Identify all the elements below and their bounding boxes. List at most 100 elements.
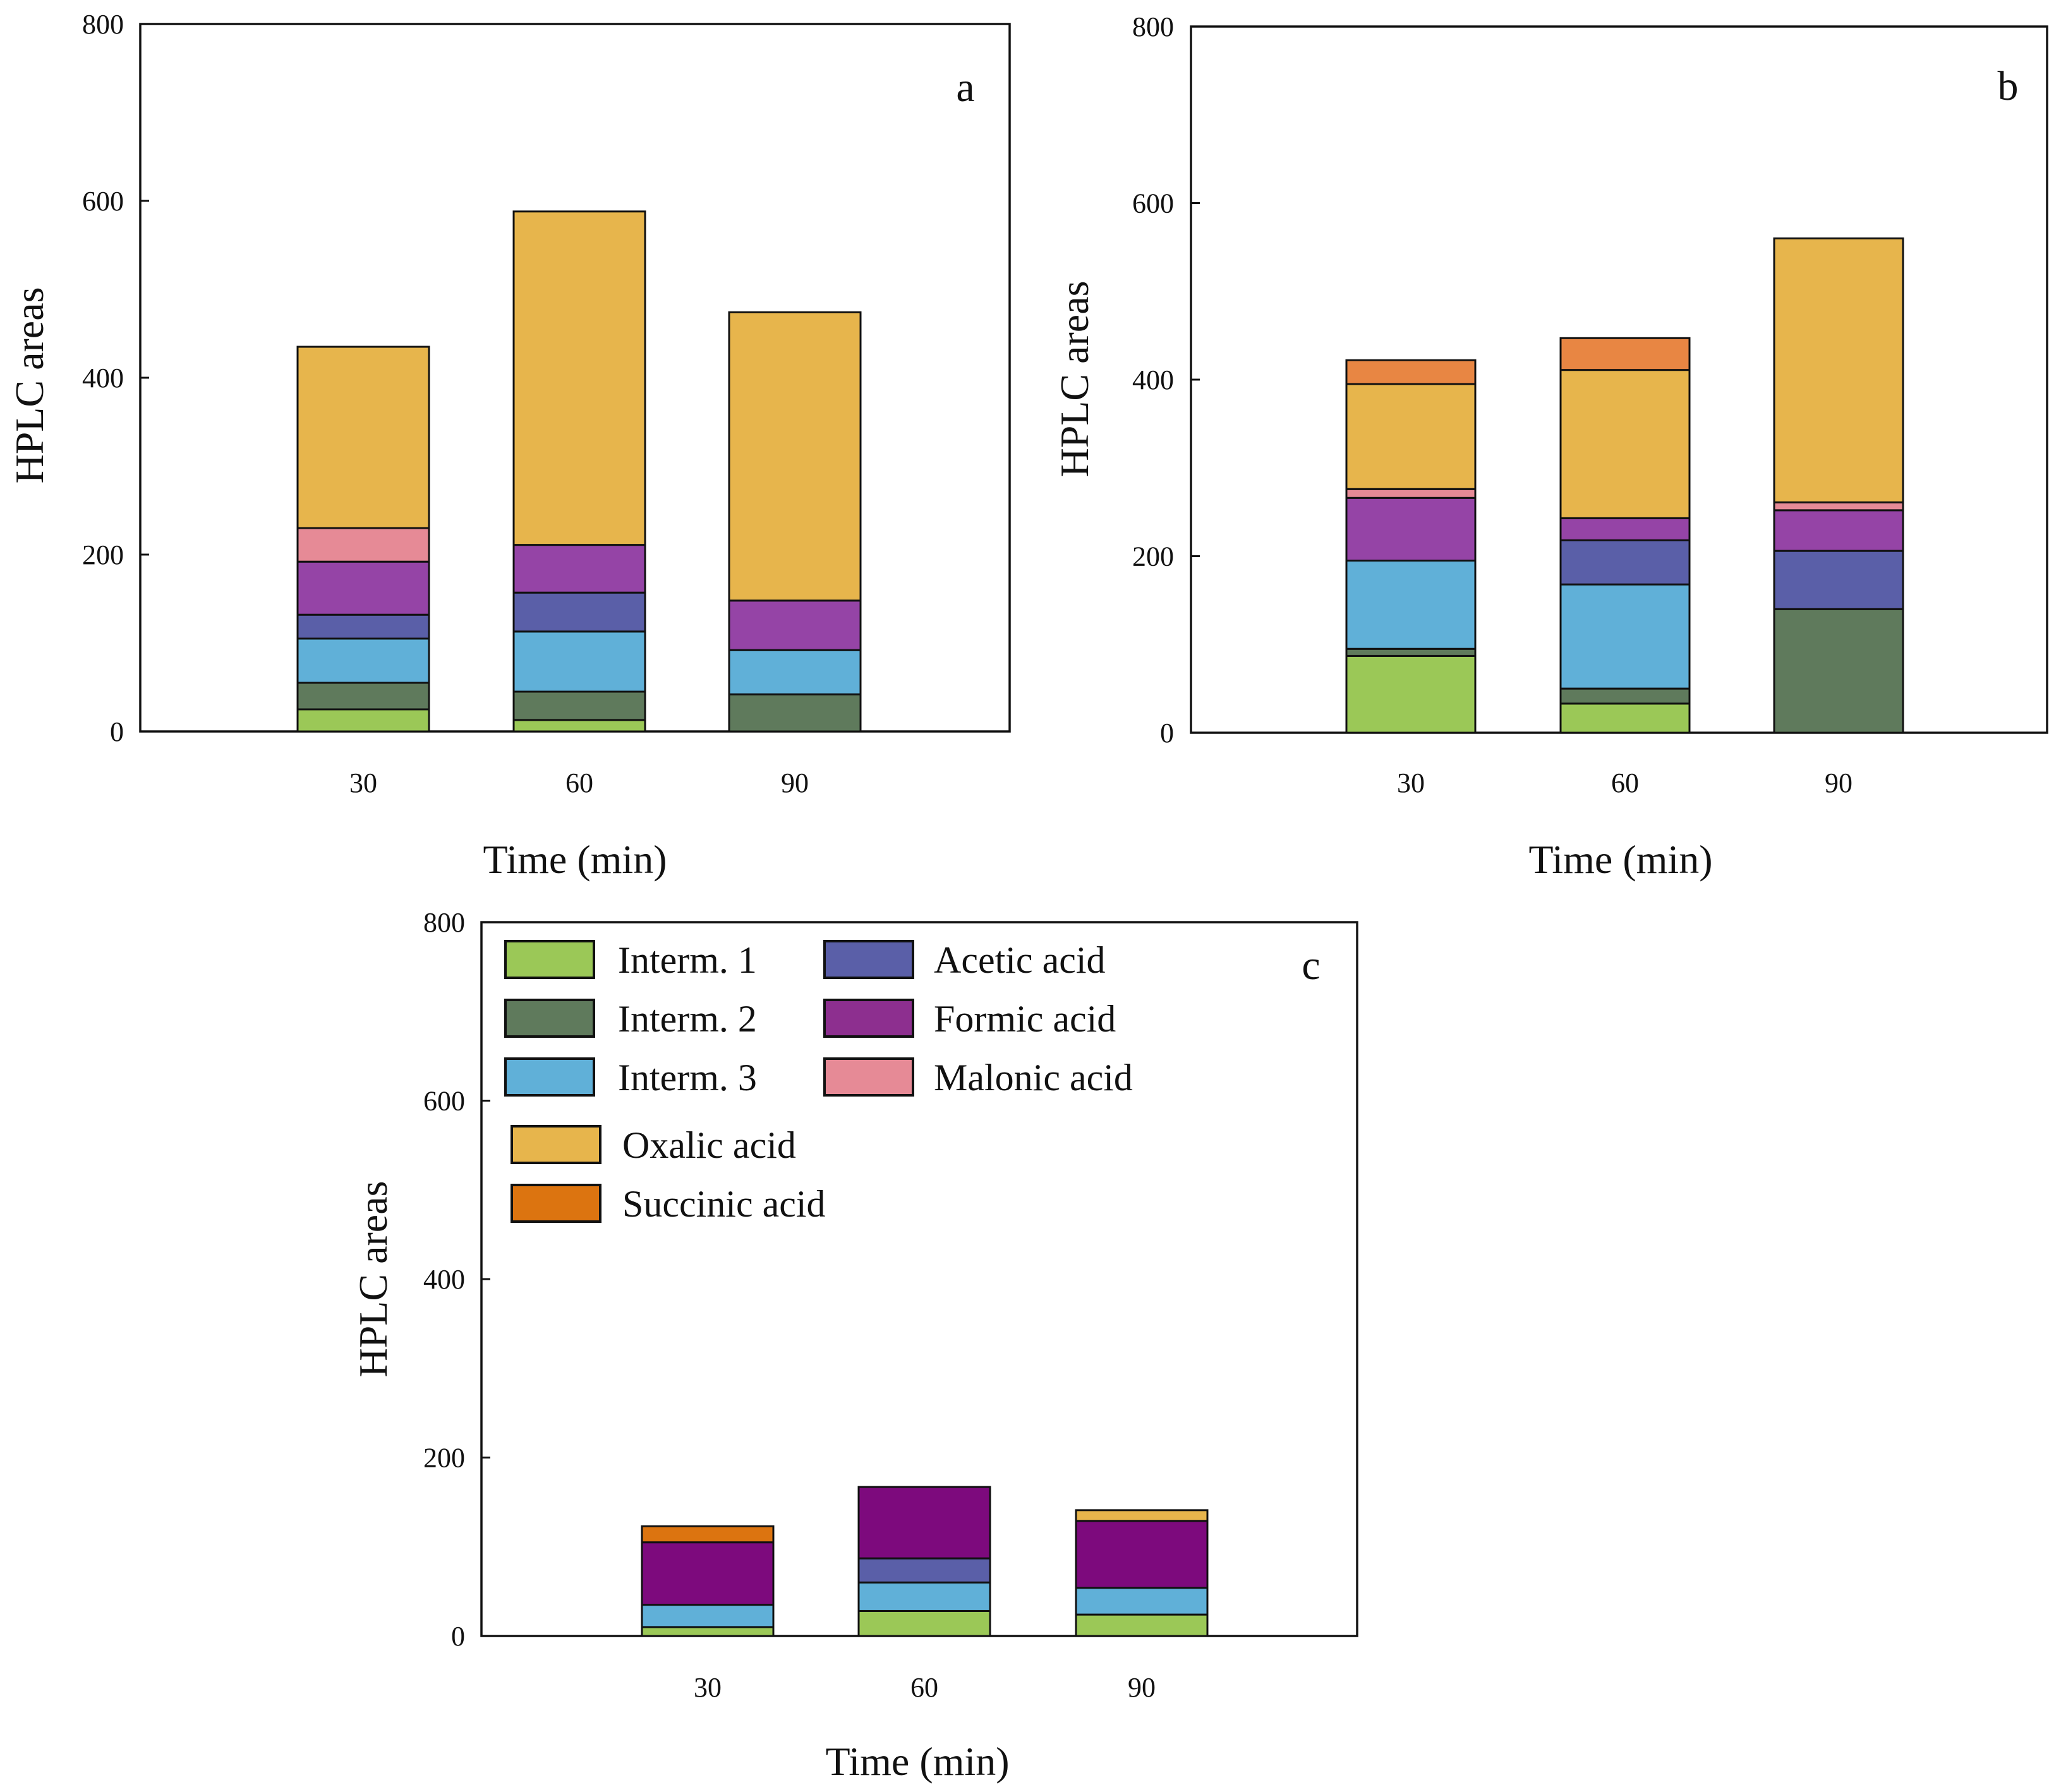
bar-segment-interm-1: [1075, 1613, 1209, 1637]
bar-segment-acetic-acid: [296, 613, 430, 640]
bar-segment-interm-2: [1559, 687, 1691, 705]
bar-segment-interm-3: [857, 1581, 991, 1612]
bar-segment-interm-2: [1345, 647, 1477, 657]
bar-segment-succinic-acid: [641, 1525, 775, 1544]
panel-letter: c: [1302, 942, 1320, 989]
bar-segment-acetic-acid: [1559, 539, 1691, 586]
bar-segment-oxalic-acid: [1559, 369, 1691, 519]
legend-swatch: [504, 999, 595, 1038]
bar-segment-interm-3: [296, 637, 430, 684]
bar-segment-formic-acid: [512, 544, 646, 594]
bar-segment-acetic-acid: [1773, 550, 1904, 610]
bar-segment-malonic-acid: [1773, 501, 1904, 512]
legend-swatch: [504, 1057, 595, 1097]
panel-b-chart: 0 200 400 600 800 30 60 90 Time (min) HPLC areas b: [1052, 11, 2048, 882]
bar-segment-formic-acid: [1773, 509, 1904, 552]
x-tick-label: 90: [1825, 767, 1852, 798]
legend-label: Acetic acid: [934, 939, 1106, 981]
bar-segment-succinic-acid: [1345, 359, 1477, 385]
bar-segment-oxalic-acid: [1075, 1509, 1209, 1522]
legend-swatch: [504, 940, 595, 979]
bar-segment-oxalic-acid: [296, 346, 430, 529]
y-tick-label: 600: [423, 1086, 465, 1117]
y-axis-title: HPLC areas: [7, 287, 52, 483]
y-tick-label: 0: [110, 716, 124, 747]
x-axis-title: Time (min): [1529, 837, 1713, 882]
y-tick-label: 800: [82, 9, 124, 40]
legend-label: Succinic acid: [622, 1183, 826, 1225]
panel-letter: b: [1998, 63, 2019, 109]
y-tick-label: 400: [1132, 364, 1174, 395]
bar-segment-formic-acid: [1345, 496, 1477, 562]
legend-label: Interm. 2: [618, 998, 757, 1040]
bar-segment-interm-1: [857, 1609, 991, 1637]
bar-segment-interm-1: [296, 708, 430, 733]
bar-segment-interm-3: [1345, 559, 1477, 650]
y-tick-label: 200: [1132, 541, 1174, 572]
panel-letter: a: [956, 64, 974, 111]
bar-segment-formic-acid: [641, 1541, 775, 1606]
x-tick-label: 30: [694, 1672, 722, 1703]
legend-swatch: [823, 1057, 914, 1097]
bar-segment-oxalic-acid: [1773, 237, 1904, 503]
legend-label: Malonic acid: [934, 1057, 1133, 1098]
x-tick-label: 90: [1128, 1672, 1156, 1703]
bar-segment-interm-2: [296, 682, 430, 711]
y-tick-label: 400: [82, 363, 124, 394]
bar-segment-interm-1: [512, 719, 646, 733]
x-tick-label: 30: [349, 767, 377, 798]
bar-segment-formic-acid: [728, 599, 862, 651]
bar-segment-oxalic-acid: [1345, 383, 1477, 490]
x-tick-label: 30: [1397, 767, 1425, 798]
bar-segment-oxalic-acid: [512, 210, 646, 546]
bar-segment-interm-1: [1559, 702, 1691, 734]
y-tick-label: 0: [1160, 718, 1174, 749]
y-tick-label: 800: [1132, 11, 1174, 42]
bar-segment-acetic-acid: [857, 1557, 991, 1584]
y-tick-label: 0: [451, 1621, 465, 1652]
bar-segment-interm-2: [1773, 608, 1904, 734]
y-axis-title: HPLC areas: [351, 1181, 396, 1377]
panel-c-chart: 0 200 400 600 800 30 60 90 Time (min) HPLC areas c: [351, 907, 1358, 1784]
x-tick-label: 90: [781, 767, 809, 798]
bar-segment-formic-acid: [1075, 1520, 1209, 1589]
bar-segment-interm-3: [512, 630, 646, 693]
bar-segment-interm-1: [1345, 654, 1477, 734]
y-tick-label: 200: [423, 1443, 465, 1474]
legend-label: Oxalic acid: [622, 1124, 796, 1166]
bar-segment-acetic-acid: [512, 591, 646, 633]
panel-a-chart: 0 200 400 600 800 30 60 90 Time (min) HPLC areas a: [7, 9, 1011, 882]
bar-segment-formic-acid: [296, 560, 430, 616]
x-tick-label: 60: [565, 767, 593, 798]
legend-swatch: [823, 999, 914, 1038]
bar-segment-interm-2: [512, 690, 646, 721]
bar-segment-formic-acid: [857, 1486, 991, 1560]
x-axis-title: Time (min): [826, 1739, 1010, 1784]
x-axis-title: Time (min): [483, 837, 667, 882]
y-tick-label: 800: [423, 907, 465, 938]
legend-swatch: [511, 1125, 601, 1164]
bar-segment-formic-acid: [1559, 517, 1691, 541]
bar-segment-malonic-acid: [1345, 488, 1477, 499]
bar-segment-interm-1: [641, 1626, 775, 1637]
y-tick-label: 600: [82, 186, 124, 217]
y-tick-label: 400: [423, 1264, 465, 1295]
x-tick-label: 60: [1611, 767, 1639, 798]
bar-segment-interm-3: [728, 649, 862, 695]
y-axis-title: HPLC areas: [1052, 280, 1097, 477]
bar-segment-interm-3: [1075, 1587, 1209, 1616]
legend: Interm. 1 Interm. 2 Interm. 3 Acetic acid Fo…: [504, 939, 1133, 1225]
legend-swatch: [511, 1184, 601, 1223]
legend-label: Interm. 1: [618, 939, 757, 981]
bar-segment-interm-3: [641, 1604, 775, 1628]
bar-segment-oxalic-acid: [728, 311, 862, 602]
legend-label: Formic acid: [934, 998, 1116, 1040]
bar-segment-succinic-acid: [1559, 337, 1691, 371]
legend-swatch: [823, 940, 914, 979]
legend-label: Interm. 3: [618, 1057, 757, 1098]
x-tick-label: 60: [910, 1672, 938, 1703]
bar-segment-malonic-acid: [296, 527, 430, 563]
y-tick-label: 600: [1132, 188, 1174, 219]
bar-segment-interm-2: [728, 693, 862, 733]
